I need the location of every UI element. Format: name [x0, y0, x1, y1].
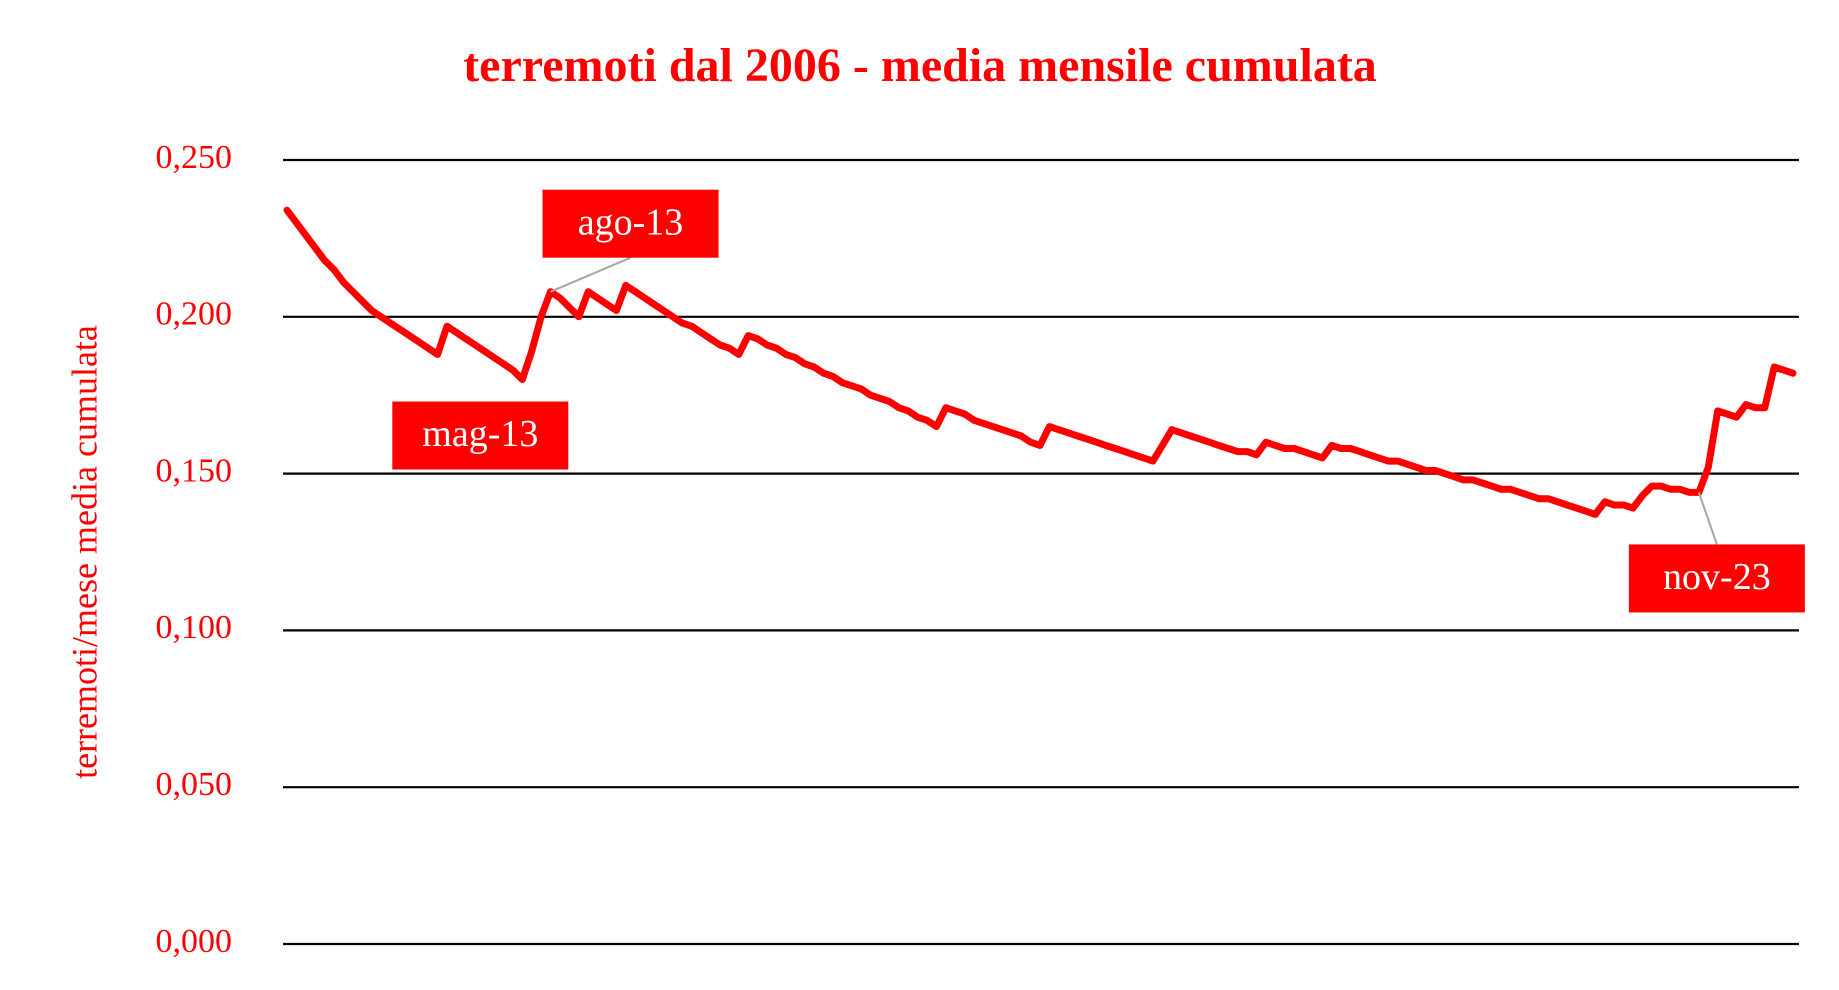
y-tick-label: 0,100 — [156, 609, 233, 646]
y-axis-label: terremoti/mese media cumulata — [64, 325, 104, 779]
callout-box — [392, 401, 569, 470]
callout-box — [1628, 544, 1805, 613]
callout-box — [542, 189, 719, 258]
y-tick-label: 0,250 — [156, 139, 233, 176]
chart-title: terremoti dal 2006 - media mensile cumul… — [463, 39, 1377, 92]
y-tick-label: 0,150 — [156, 452, 233, 489]
data-line — [283, 206, 1797, 518]
callout-label: nov-23 — [1663, 556, 1771, 598]
callout-label: mag-13 — [422, 413, 538, 455]
y-tick-label: 0,200 — [156, 296, 233, 333]
callout-leader — [550, 256, 631, 293]
callout-leader — [1697, 492, 1718, 545]
y-tick-label: 0,000 — [156, 923, 233, 960]
callout-label: ago-13 — [578, 201, 684, 243]
y-tick-label: 0,050 — [156, 766, 233, 803]
